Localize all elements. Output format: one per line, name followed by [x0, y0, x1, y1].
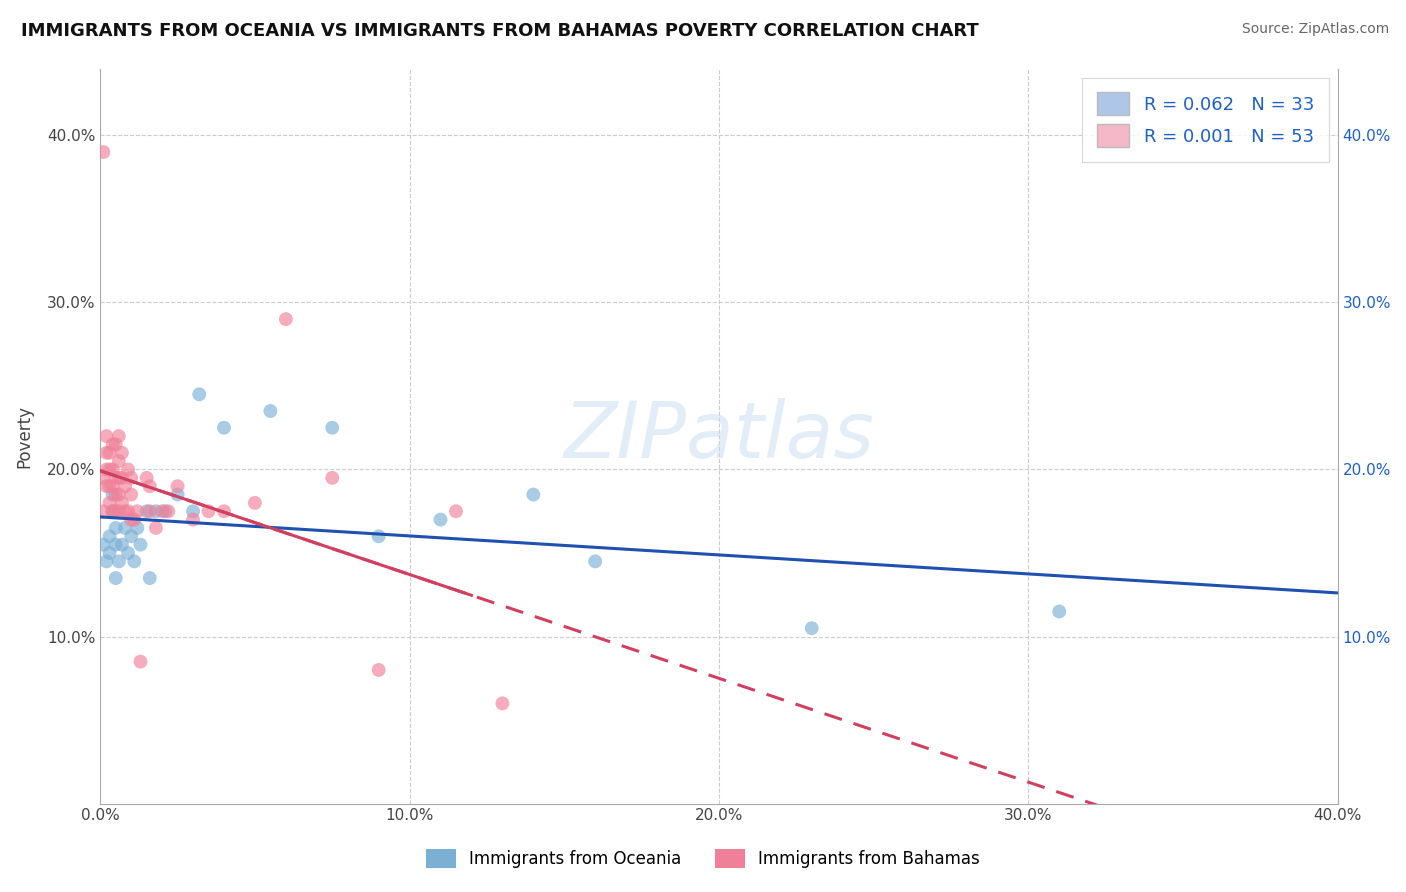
Point [111, 496, 134, 510]
Point [108, 504, 131, 518]
Point [98, 529, 121, 543]
Point [129, 538, 152, 552]
Point [127, 521, 149, 535]
Point [93, 471, 115, 485]
Point [212, 421, 235, 435]
Point [96, 479, 118, 493]
Point [96, 554, 118, 568]
Point [120, 529, 142, 543]
Point [321, 471, 343, 485]
Point [127, 504, 149, 518]
Point [145, 504, 167, 518]
Point [243, 496, 266, 510]
Text: IMMIGRANTS FROM OCEANIA VS IMMIGRANTS FROM BAHAMAS POVERTY CORRELATION CHART: IMMIGRANTS FROM OCEANIA VS IMMIGRANTS FR… [21, 22, 979, 40]
Point [150, 504, 173, 518]
Point [98, 546, 121, 560]
Y-axis label: Poverty: Poverty [15, 405, 32, 467]
Point [522, 487, 544, 501]
Point [181, 513, 204, 527]
Point [104, 538, 127, 552]
Point [800, 621, 823, 635]
Point [101, 504, 124, 518]
Point [124, 513, 146, 527]
Point [155, 504, 177, 518]
Point [491, 697, 513, 711]
Point [108, 471, 131, 485]
Point [104, 437, 127, 451]
Point [367, 663, 389, 677]
Point [114, 479, 136, 493]
Point [145, 521, 167, 535]
Point [212, 504, 235, 518]
Point [108, 454, 131, 468]
Point [98, 462, 121, 476]
Point [117, 546, 139, 560]
Point [104, 471, 127, 485]
Point [96, 429, 118, 443]
Point [96, 446, 118, 460]
Point [139, 504, 162, 518]
Point [101, 504, 124, 518]
Point [166, 479, 188, 493]
Legend: R = 0.062   N = 33, R = 0.001   N = 53: R = 0.062 N = 33, R = 0.001 N = 53 [1083, 78, 1329, 161]
Point [120, 471, 142, 485]
Point [98, 496, 121, 510]
Point [96, 462, 118, 476]
Point [120, 513, 142, 527]
Point [114, 504, 136, 518]
Point [444, 504, 467, 518]
Point [135, 504, 157, 518]
Point [120, 487, 142, 501]
Point [583, 554, 606, 568]
Point [104, 521, 127, 535]
Point [259, 404, 281, 418]
Point [135, 471, 157, 485]
Point [104, 571, 127, 585]
Point [139, 479, 162, 493]
Point [181, 504, 204, 518]
Point [166, 487, 188, 501]
Point [93, 504, 115, 518]
Point [274, 312, 297, 326]
Point [157, 504, 180, 518]
Point [429, 513, 451, 527]
Point [111, 446, 134, 460]
Point [93, 538, 115, 552]
Point [104, 487, 127, 501]
Point [98, 479, 121, 493]
Point [117, 504, 139, 518]
Point [367, 529, 389, 543]
Point [101, 437, 124, 451]
Point [108, 554, 131, 568]
Point [108, 487, 131, 501]
Point [117, 462, 139, 476]
Legend: Immigrants from Oceania, Immigrants from Bahamas: Immigrants from Oceania, Immigrants from… [419, 842, 987, 875]
Point [114, 521, 136, 535]
Point [93, 145, 115, 159]
Point [188, 387, 211, 401]
Point [321, 421, 343, 435]
Point [139, 571, 162, 585]
Point [108, 429, 131, 443]
Point [124, 554, 146, 568]
Text: Source: ZipAtlas.com: Source: ZipAtlas.com [1241, 22, 1389, 37]
Text: ZIPatlas: ZIPatlas [564, 398, 875, 474]
Point [101, 462, 124, 476]
Point [111, 471, 134, 485]
Point [111, 538, 134, 552]
Point [104, 504, 127, 518]
Point [98, 446, 121, 460]
Point [129, 655, 152, 669]
Point [197, 504, 219, 518]
Point [101, 479, 124, 493]
Point [1047, 605, 1070, 619]
Point [101, 487, 124, 501]
